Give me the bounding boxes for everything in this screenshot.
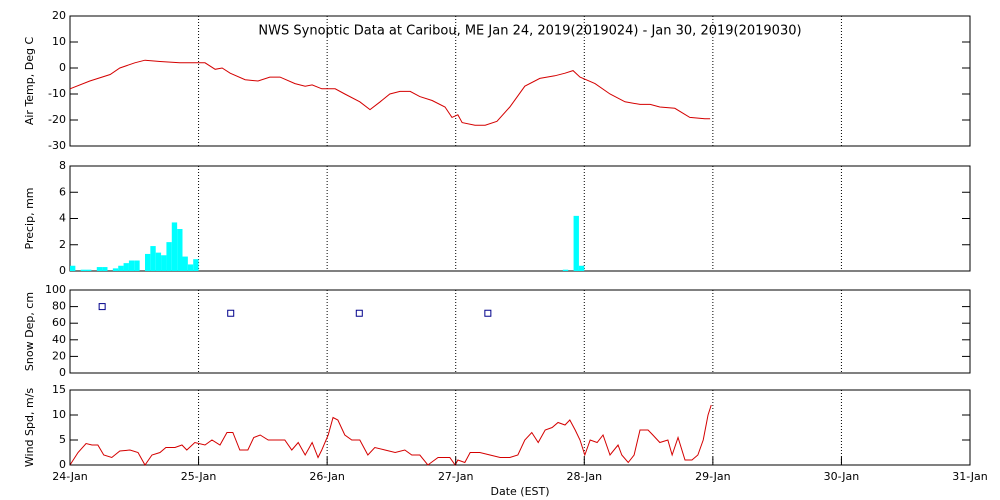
point xyxy=(355,309,363,317)
point xyxy=(227,309,235,317)
bar xyxy=(171,222,178,271)
bar xyxy=(150,246,156,271)
x-tick-label: 28-Jan xyxy=(567,470,603,483)
bar xyxy=(161,255,167,271)
bar xyxy=(177,229,183,271)
x-tick-label: 29-Jan xyxy=(695,470,731,483)
data-line xyxy=(69,59,711,126)
y-tick-label: 10 xyxy=(52,35,66,48)
y-tick-label: 0 xyxy=(59,264,66,277)
y-tick-label: -20 xyxy=(48,113,66,126)
bar xyxy=(123,263,129,271)
y-tick-label: 15 xyxy=(52,383,66,396)
bar xyxy=(562,269,569,271)
bar xyxy=(145,253,151,271)
y-tick-label: 8 xyxy=(59,159,66,172)
y-tick-label: 20 xyxy=(52,349,66,362)
plot-frame xyxy=(69,15,971,147)
y-axis-label: Air Temp, Deg C xyxy=(23,37,36,126)
bar xyxy=(134,260,140,271)
bar xyxy=(80,269,87,271)
bar xyxy=(166,242,172,271)
point xyxy=(98,303,106,311)
bar xyxy=(86,269,92,271)
y-tick-label: -30 xyxy=(48,139,66,152)
bar xyxy=(70,265,76,271)
bar xyxy=(96,267,103,271)
x-tick-label: 25-Jan xyxy=(181,470,217,483)
data-line xyxy=(69,404,712,466)
y-tick-label: 4 xyxy=(59,212,66,225)
y-tick-label: 0 xyxy=(59,61,66,74)
y-tick-label: 0 xyxy=(59,366,66,379)
bar xyxy=(102,267,108,271)
y-tick-label: 20 xyxy=(52,9,66,22)
bar xyxy=(182,256,188,271)
y-axis-label: Precip, mm xyxy=(23,188,36,250)
chart-title: NWS Synoptic Data at Caribou, ME Jan 24,… xyxy=(258,24,801,39)
y-tick-label: 100 xyxy=(45,283,66,296)
bar xyxy=(193,259,199,271)
x-tick-label: 26-Jan xyxy=(309,470,345,483)
y-tick-label: 80 xyxy=(52,300,66,313)
bar xyxy=(112,268,119,271)
plot-frame xyxy=(69,389,971,466)
x-axis-label: Date (EST) xyxy=(490,485,549,498)
bar xyxy=(118,265,124,271)
x-tick-label: 31-Jan xyxy=(952,470,988,483)
bar xyxy=(128,260,135,271)
plot-frame xyxy=(69,165,971,272)
y-tick-label: 5 xyxy=(59,433,66,446)
y-axis-label: Wind Spd, m/s xyxy=(23,388,36,468)
y-tick-label: 2 xyxy=(59,238,66,251)
y-tick-label: -10 xyxy=(48,87,66,100)
y-tick-label: 0 xyxy=(59,458,66,471)
bar xyxy=(155,252,162,271)
y-tick-label: 40 xyxy=(52,333,66,346)
plot-frame xyxy=(69,289,971,374)
x-tick-label: 30-Jan xyxy=(824,470,860,483)
bar xyxy=(573,215,579,271)
y-tick-label: 10 xyxy=(52,408,66,421)
bar xyxy=(578,265,585,271)
x-tick-label: 24-Jan xyxy=(52,470,88,483)
bar xyxy=(187,264,194,271)
y-axis-label: Snow Dep, cm xyxy=(23,292,36,371)
point xyxy=(484,309,492,317)
y-tick-label: 60 xyxy=(52,316,66,329)
x-tick-label: 27-Jan xyxy=(438,470,474,483)
y-tick-label: 6 xyxy=(59,185,66,198)
